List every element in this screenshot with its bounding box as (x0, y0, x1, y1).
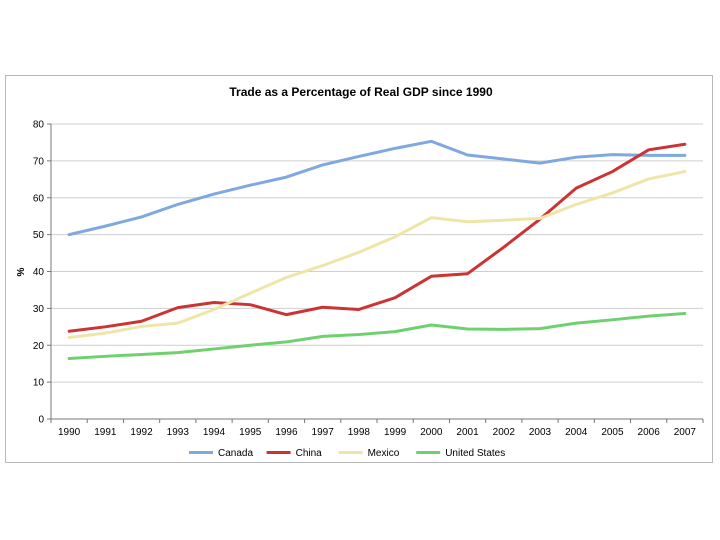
x-tick-label: 1999 (384, 427, 407, 438)
x-tick-label: 1990 (58, 427, 81, 438)
x-tick-label: 1998 (348, 427, 371, 438)
legend-label-united-states: United States (445, 448, 505, 459)
y-tick-label: 30 (33, 304, 45, 315)
x-tick-label: 2002 (493, 427, 516, 438)
x-tick-label: 1992 (130, 427, 153, 438)
y-tick-label: 80 (33, 120, 45, 131)
x-tick-label: 2001 (456, 427, 479, 438)
x-tick-label: 2005 (601, 427, 624, 438)
x-tick-label: 2006 (638, 427, 661, 438)
legend-label-china: China (296, 448, 323, 459)
x-tick-label: 1997 (312, 427, 335, 438)
x-tick-label: 1991 (94, 427, 117, 438)
x-tick-label: 1994 (203, 427, 226, 438)
y-tick-label: 70 (33, 156, 45, 167)
y-axis-label: % (16, 267, 27, 276)
chart-frame: Trade as a Percentage of Real GDP since … (5, 75, 713, 463)
x-tick-label: 2004 (565, 427, 588, 438)
x-tick-label: 2007 (674, 427, 697, 438)
y-tick-label: 50 (33, 230, 45, 241)
y-tick-label: 0 (38, 415, 44, 426)
y-tick-label: 10 (33, 378, 45, 389)
x-tick-label: 2000 (420, 427, 443, 438)
series-line-canada (67, 139, 687, 237)
legend-label-canada: Canada (218, 448, 253, 459)
series-line-mexico (67, 170, 687, 340)
chart-title: Trade as a Percentage of Real GDP since … (229, 85, 493, 99)
x-tick-label: 2003 (529, 427, 552, 438)
line-chart: Trade as a Percentage of Real GDP since … (16, 85, 704, 459)
series-line-united-states (67, 312, 687, 361)
x-tick-label: 1995 (239, 427, 262, 438)
x-tick-label: 1993 (167, 427, 190, 438)
x-tick-label: 1996 (275, 427, 298, 438)
legend-label-mexico: Mexico (368, 448, 400, 459)
y-tick-label: 60 (33, 193, 45, 204)
y-tick-label: 40 (33, 267, 45, 278)
y-tick-label: 20 (33, 341, 45, 352)
series-line-china (67, 142, 687, 333)
